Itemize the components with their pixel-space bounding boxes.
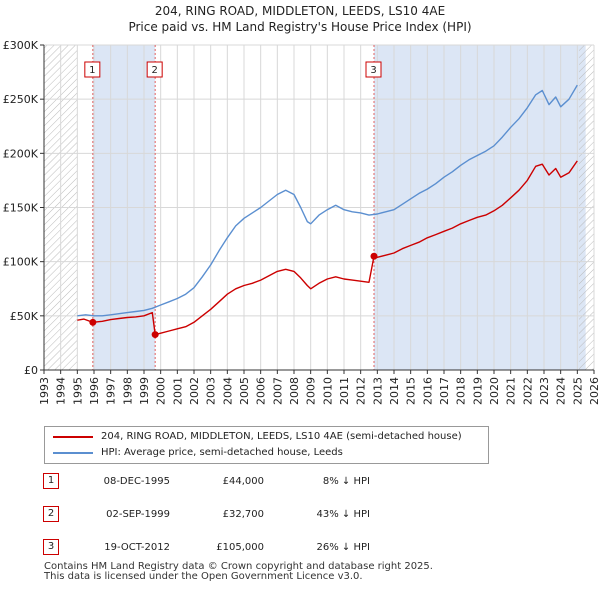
transaction-marker-box	[146, 61, 163, 78]
x-tick-label: 2001	[171, 377, 184, 405]
property-price-line	[77, 160, 578, 336]
x-tick-label: 2017	[438, 377, 451, 405]
x-tick-label: 2023	[538, 377, 551, 405]
table-row: 1 08-DEC-1995 £44,000 8% ↓ HPI	[0, 473, 600, 489]
x-tick-label: 2006	[255, 377, 268, 405]
transaction-marker-label: 2	[151, 65, 157, 76]
transaction-date: 02-SEP-1999	[106, 509, 170, 520]
x-tick-label: 2003	[205, 377, 218, 405]
transaction-number: 2	[43, 506, 59, 522]
transaction-marker-label: 3	[370, 65, 376, 76]
x-tick-label: 2022	[521, 377, 534, 405]
x-tick-label: 2021	[505, 377, 518, 405]
transaction-marker-box	[365, 61, 382, 78]
footer-licence: This data is licensed under the Open Gov…	[44, 571, 363, 582]
x-tick-label: 2018	[455, 377, 468, 405]
x-tick-label: 2004	[221, 377, 234, 405]
footer: Contains HM Land Registry data © Crown c…	[44, 562, 433, 582]
transaction-date: 08-DEC-1995	[103, 476, 170, 487]
legend-swatch-property	[53, 436, 93, 438]
transaction-price: £44,000	[222, 476, 264, 487]
x-tick-label: 2025	[571, 377, 584, 405]
x-tick-label: 2013	[371, 377, 384, 405]
x-tick-label: 2019	[471, 377, 484, 405]
x-tick-label: 2026	[588, 377, 600, 405]
x-tick-label: 1996	[88, 377, 101, 405]
y-tick-label: £100K	[3, 256, 39, 269]
x-tick-label: 1999	[138, 377, 151, 405]
x-tick-label: 2011	[338, 377, 351, 405]
chart-title-line1: 204, RING ROAD, MIDDLETON, LEEDS, LS10 4…	[154, 4, 446, 18]
x-tick-label: 2005	[238, 377, 251, 405]
x-tick-label: 2012	[355, 377, 368, 405]
transaction-point-2	[151, 331, 159, 339]
x-tick-label: 2020	[488, 377, 501, 405]
transaction-marker-1: 1	[84, 61, 101, 78]
transaction-marker-label: 1	[89, 65, 95, 76]
x-tick-label: 2000	[155, 377, 168, 405]
transaction-marker-2: 2	[146, 61, 163, 78]
x-tick-label: 2007	[271, 377, 284, 405]
y-tick-label: £150K	[3, 202, 39, 215]
x-tick-label: 2015	[405, 377, 418, 405]
y-tick-label: £0	[24, 364, 38, 377]
y-tick-label: £250K	[3, 93, 39, 106]
transaction-point-3	[370, 252, 378, 260]
x-tick-label: 1993	[38, 377, 51, 405]
table-row: 2 02-SEP-1999 £32,700 43% ↓ HPI	[0, 506, 600, 522]
legend-label-hpi: HPI: Average price, semi-detached house,…	[101, 447, 343, 458]
legend: 204, RING ROAD, MIDDLETON, LEEDS, LS10 4…	[44, 426, 489, 464]
x-tick-label: 2024	[555, 377, 568, 405]
price-chart: 1 2 3 £0 £50K £100K £150K £200K £250K £300K 1993 1…	[3, 39, 600, 405]
transaction-point-1	[89, 318, 97, 326]
transaction-marker-box	[84, 61, 101, 78]
x-tick-label: 1998	[121, 377, 134, 405]
y-tick-label: £200K	[3, 147, 39, 160]
footer-copyright: Contains HM Land Registry data © Crown c…	[44, 561, 433, 572]
chart-title: 204, RING ROAD, MIDDLETON, LEEDS, LS10 4…	[0, 3, 600, 35]
table-row: 3 19-OCT-2012 £105,000 26% ↓ HPI	[0, 539, 600, 555]
transaction-price: £32,700	[222, 509, 264, 520]
x-tick-label: 2002	[188, 377, 201, 405]
x-tick-label: 1995	[71, 377, 84, 405]
transaction-hpi-diff: 8% ↓ HPI	[322, 476, 370, 487]
transaction-hpi-diff: 43% ↓ HPI	[316, 509, 370, 520]
transaction-marker-3: 3	[365, 61, 382, 78]
x-tick-label: 2010	[321, 377, 334, 405]
x-tick-label: 1994	[55, 377, 68, 405]
transaction-hpi-diff: 26% ↓ HPI	[316, 542, 370, 553]
chart-title-line2: Price paid vs. HM Land Registry's House …	[128, 20, 472, 34]
transaction-date: 19-OCT-2012	[104, 542, 170, 553]
hpi-line	[77, 84, 578, 317]
y-tick-label: £300K	[3, 39, 39, 52]
x-tick-label: 2008	[288, 377, 301, 405]
transaction-price: £105,000	[216, 542, 264, 553]
transaction-number: 1	[43, 473, 59, 489]
legend-label-property: 204, RING ROAD, MIDDLETON, LEEDS, LS10 4…	[101, 431, 462, 442]
x-tick-label: 2014	[388, 377, 401, 405]
y-tick-label: £50K	[10, 310, 39, 323]
x-tick-label: 2016	[421, 377, 434, 405]
x-tick-label: 1997	[105, 377, 118, 405]
legend-swatch-hpi	[53, 452, 93, 454]
x-tick-label: 2009	[305, 377, 318, 405]
transaction-number: 3	[43, 539, 59, 555]
